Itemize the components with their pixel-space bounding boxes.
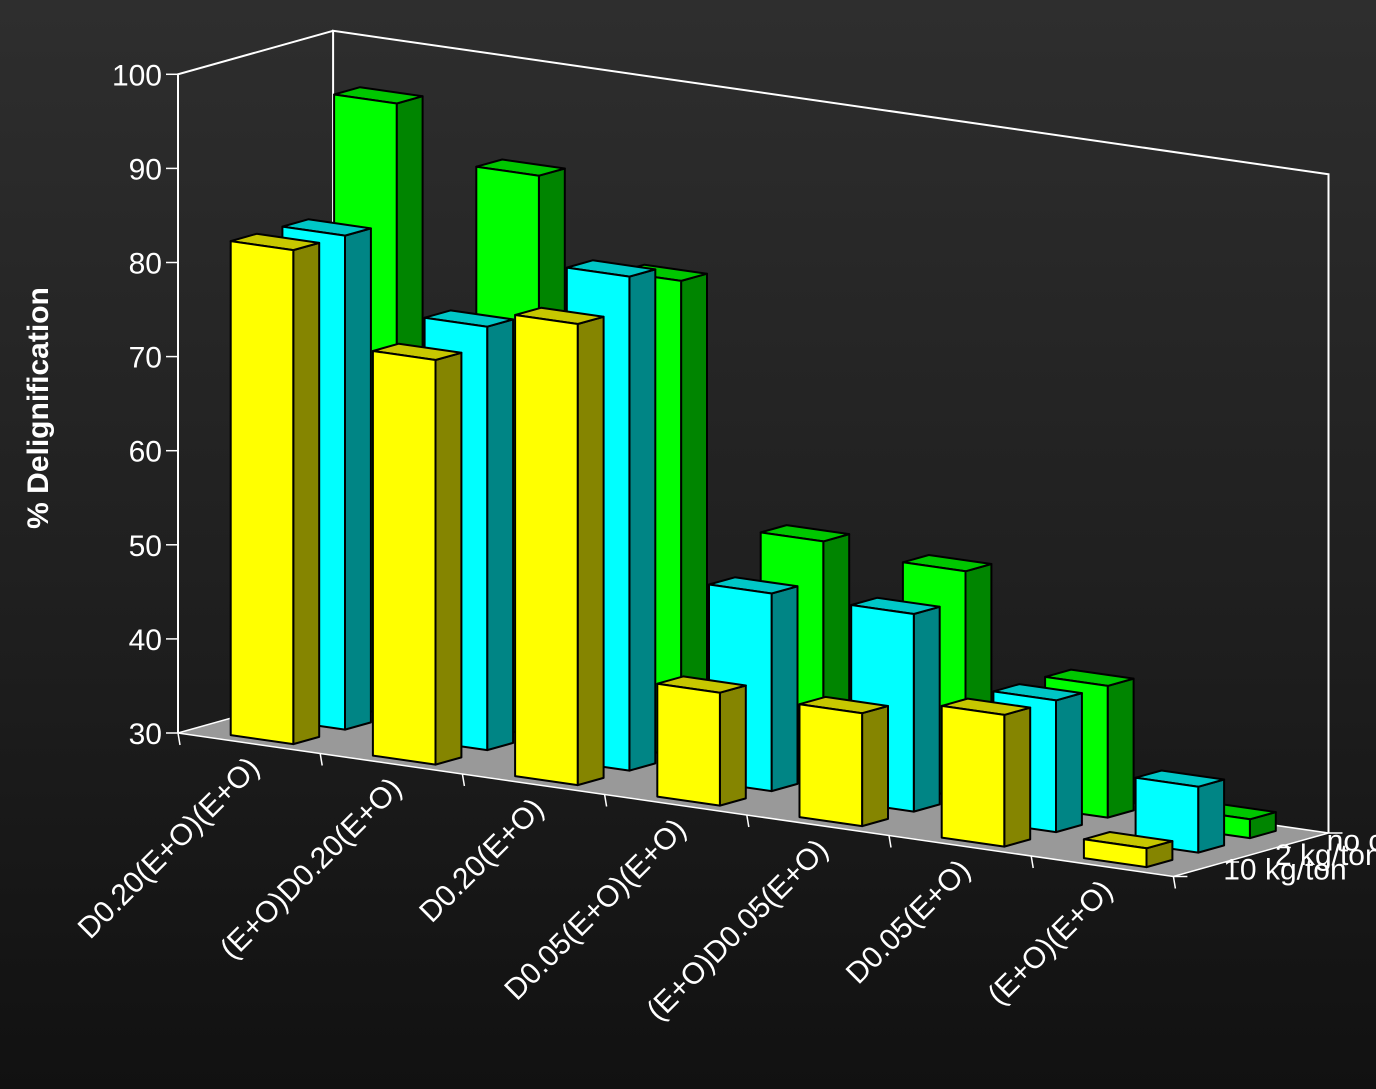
x-tick-6 <box>1030 855 1034 869</box>
bar-10-kg-ton-4 <box>798 695 889 828</box>
x-tick-5 <box>888 835 892 848</box>
category-label-2: D0.20(E+O) <box>413 792 550 929</box>
bar-10-kg-ton-5 <box>940 697 1032 848</box>
series-label-1: 2 kg/ton <box>1275 839 1376 872</box>
y-tick-label-40: 40 <box>129 624 162 657</box>
bar-10-kg-ton-6 <box>1082 831 1174 869</box>
y-tick-label-30: 30 <box>129 718 162 751</box>
y-tick-label-80: 80 <box>129 248 162 281</box>
bar-10-kg-ton-0 <box>229 232 321 746</box>
bar-10-kg-ton-3 <box>656 675 747 807</box>
x-tick-1 <box>319 753 323 766</box>
series-label-2: no carryover <box>1327 824 1376 857</box>
category-label-1: (E+O)D0.20(E+O) <box>214 771 408 965</box>
y-axis-title: % Delignification <box>22 287 55 529</box>
y-tick-label-90: 90 <box>129 153 162 186</box>
x-tick-4 <box>746 814 750 828</box>
bars <box>229 86 1277 869</box>
bar-10-kg-ton-1 <box>371 342 463 766</box>
y-tick-label-60: 60 <box>129 436 162 469</box>
y-tick-label-70: 70 <box>129 342 162 375</box>
y-tick-label-100: 100 <box>112 59 162 92</box>
category-label-6: (E+O)(E+O) <box>982 874 1120 1012</box>
x-tick-3 <box>603 794 608 807</box>
x-tick-7 <box>1172 876 1177 889</box>
series-label-0: 10 kg/ton <box>1223 853 1346 886</box>
y-tick-label-50: 50 <box>129 530 162 563</box>
x-tick-2 <box>461 773 466 787</box>
x-tick-0 <box>177 732 181 746</box>
bar-10-kg-ton-2 <box>514 306 605 787</box>
bar-2-kg-ton-6 <box>1134 769 1226 854</box>
category-label-3: D0.05(E+O)(E+O) <box>498 812 692 1006</box>
category-label-4: (E+O)D0.05(E+O) <box>641 833 835 1027</box>
category-label-0: D0.20(E+O)(E+O) <box>72 751 266 945</box>
category-label-5: D0.05(E+O) <box>840 853 977 990</box>
